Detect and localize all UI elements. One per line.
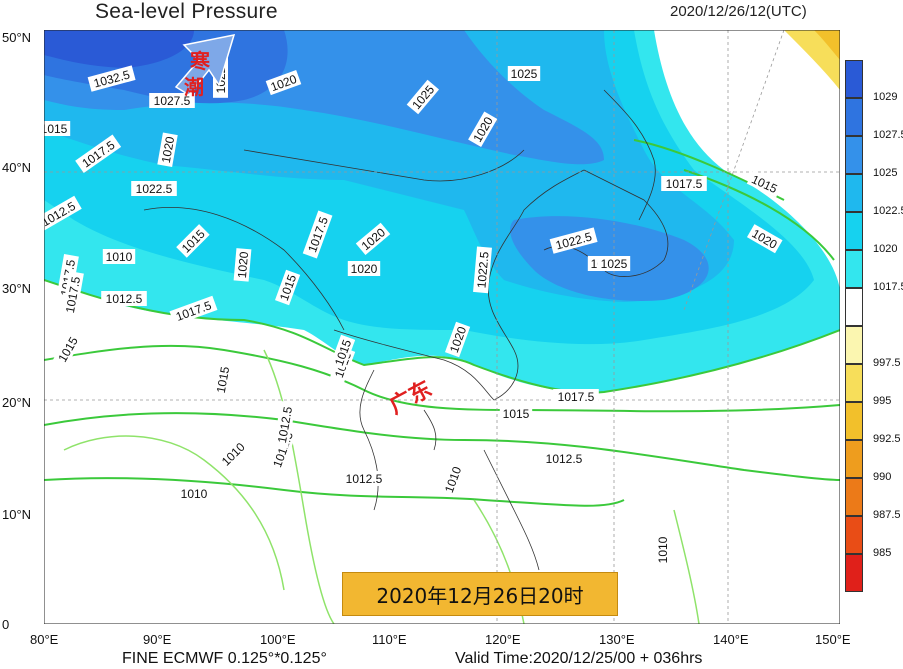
svg-text:1025: 1025 <box>511 67 538 81</box>
svg-text:1012.5: 1012.5 <box>546 452 583 466</box>
svg-text:1017.5: 1017.5 <box>63 275 83 314</box>
lon-tick-90: 90°E <box>143 632 172 647</box>
cold-wave-arrow-icon <box>174 34 236 96</box>
lat-tick-10: 10°N <box>2 507 32 522</box>
colorbar-label: 985 <box>873 547 892 559</box>
contour-label: 1012.5 <box>101 291 147 306</box>
date-banner: 2020年12月26日20时 <box>342 572 618 616</box>
svg-text:1020: 1020 <box>351 262 378 276</box>
contour-label: 1020 <box>233 248 252 282</box>
lat-tick-20: 20°N <box>2 395 32 410</box>
contour-label: 1017.5 <box>553 389 599 404</box>
contour-label: 1012.5 <box>273 400 296 449</box>
svg-text:1012.5: 1012.5 <box>106 292 143 306</box>
lon-tick-100: 100°E <box>260 632 296 647</box>
contour-label: 1012.5 <box>341 471 387 486</box>
chart-title: Sea-level Pressure <box>95 0 278 23</box>
colorbar-swatch <box>845 402 863 440</box>
pressure-band-1029 <box>44 30 194 68</box>
svg-text:1015: 1015 <box>44 122 68 136</box>
analysis-datetime: 2020/12/26/12(UTC) <box>670 3 807 20</box>
svg-text:1025: 1025 <box>601 257 628 271</box>
contour-label: 1012.5 <box>541 451 587 466</box>
colorbar-swatch <box>845 516 863 554</box>
colorbar-label: 1029 <box>873 91 898 103</box>
contour-label: 1025 <box>597 256 631 271</box>
contour-label: 1015 <box>499 406 533 421</box>
contour-label: 1017.5 <box>61 270 84 319</box>
svg-text:1017.5: 1017.5 <box>666 177 703 191</box>
pressure-map: 1032.51027.51022.5102010251017.510201015… <box>44 30 840 624</box>
lat-tick-40: 40°N <box>2 160 32 175</box>
pressure-band-low <box>784 30 840 90</box>
cold-wave-char-1: 寒 <box>190 49 211 73</box>
colorbar-label: 997.5 <box>873 357 901 369</box>
contour-label: 1022.5 <box>131 181 177 196</box>
svg-text:1012.5: 1012.5 <box>275 405 295 444</box>
lat-tick-0: 0 <box>2 617 10 632</box>
svg-text:1010: 1010 <box>106 250 133 264</box>
svg-text:1015: 1015 <box>503 407 530 421</box>
lon-tick-80: 80°E <box>30 632 59 647</box>
colorbar-swatch <box>845 288 863 326</box>
contour-label: 1027.5 <box>149 93 195 108</box>
svg-text:1022.5: 1022.5 <box>136 182 173 196</box>
contour-label: 1017.5 <box>661 176 707 191</box>
valid-time: Valid Time:2020/12/25/00 + 036hrs <box>455 650 703 667</box>
colorbar-swatch <box>845 364 863 402</box>
svg-text:1020: 1020 <box>159 135 177 164</box>
contour-label: 1015 <box>212 362 233 397</box>
contour-label: 1010 <box>655 533 670 567</box>
lon-tick-140: 140°E <box>713 632 749 647</box>
contour-label: 1020 <box>347 261 381 276</box>
colorbar-swatch <box>845 554 863 592</box>
lat-tick-50: 50°N <box>2 30 32 45</box>
colorbar-label: 990 <box>873 471 892 483</box>
colorbar-label: 1025 <box>873 167 898 179</box>
contour-label: 1020 <box>157 132 178 167</box>
svg-text:1010: 1010 <box>656 536 670 563</box>
svg-text:1020: 1020 <box>235 251 251 279</box>
lat-tick-30: 30°N <box>2 281 32 296</box>
lon-tick-150: 150°E <box>815 632 851 647</box>
colorbar-label: 992.5 <box>873 433 901 445</box>
colorbar-label: 1017.5 <box>873 281 903 293</box>
colorbar-label: 1027.5 <box>873 129 903 141</box>
contour-label: 1025 <box>507 66 541 81</box>
colorbar-label: 1022.5 <box>873 205 903 217</box>
svg-text:1027.5: 1027.5 <box>154 94 191 108</box>
contour-label: 1015 <box>44 121 71 136</box>
colorbar-label: 1020 <box>873 243 898 255</box>
colorbar-swatch <box>845 326 863 364</box>
cold-wave-char-2: 潮 <box>184 75 204 99</box>
contour-label: 1022.5 <box>473 246 492 294</box>
colorbar-swatch <box>845 212 863 250</box>
svg-text:1012.5: 1012.5 <box>346 472 383 486</box>
colorbar-swatch <box>845 98 863 136</box>
colorbar-label: 995 <box>873 395 892 407</box>
colorbar-swatch <box>845 60 863 98</box>
contour-label: 1010 <box>177 486 211 501</box>
svg-text:1022.5: 1022.5 <box>474 251 491 289</box>
contour-label: 1010 <box>102 249 136 264</box>
colorbar-swatch <box>845 174 863 212</box>
colorbar-swatch <box>845 440 863 478</box>
svg-text:1017.5: 1017.5 <box>558 390 595 404</box>
lon-tick-120: 120°E <box>485 632 521 647</box>
lon-tick-110: 110°E <box>372 632 407 647</box>
lon-tick-130: 130°E <box>599 632 635 647</box>
model-info: FINE ECMWF 0.125°*0.125° <box>122 650 327 667</box>
colorbar-label: 987.5 <box>873 509 901 521</box>
svg-text:1015: 1015 <box>214 365 232 394</box>
colorbar-swatch <box>845 478 863 516</box>
colorbar-swatch <box>845 136 863 174</box>
colorbar-swatch <box>845 250 863 288</box>
svg-text:1010: 1010 <box>181 487 208 501</box>
